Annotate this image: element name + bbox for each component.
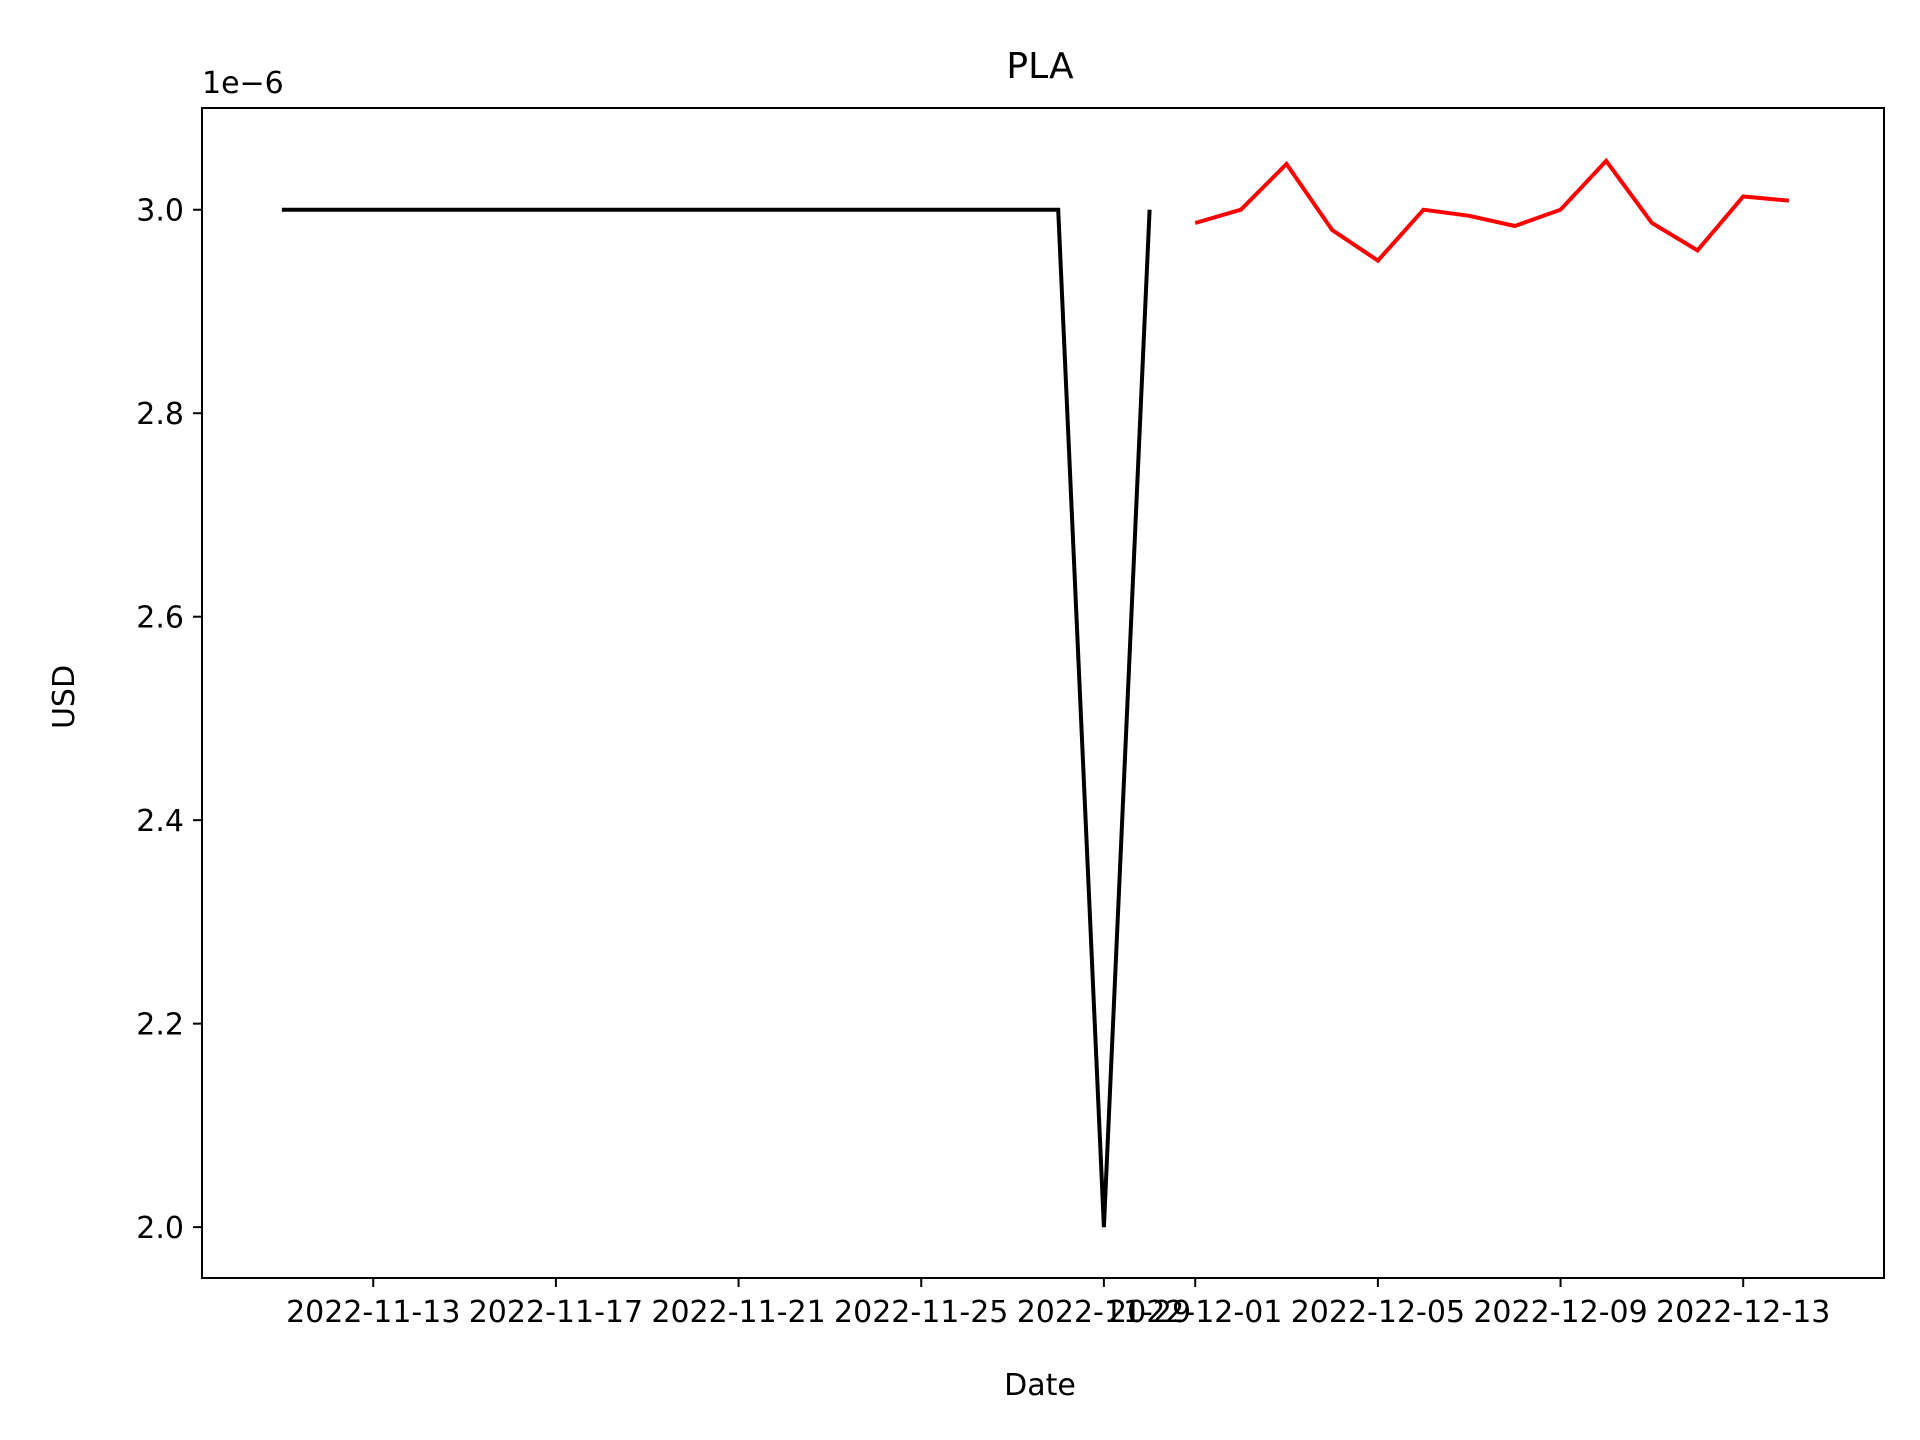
- y-axis-ticks: 2.0 2.2 2.4 2.6 2.8 3.0: [136, 194, 202, 1246]
- x-tick-label: 2022-12-13: [1656, 1295, 1830, 1330]
- y-tick-label: 3.0: [136, 194, 184, 229]
- y-offset-label: 1e−6: [202, 66, 284, 101]
- y-axis-label: USD: [47, 665, 82, 729]
- series-layer: [281, 157, 1790, 1228]
- x-tick-label: 2022-12-05: [1291, 1295, 1465, 1330]
- plot-frame: [201, 107, 1885, 1279]
- x-tick-label: 2022-11-21: [651, 1295, 825, 1330]
- y-tick-label: 2.6: [136, 601, 184, 636]
- x-tick-label: 2022-11-17: [469, 1295, 643, 1330]
- x-tick-label: 2022-11-29: [1017, 1295, 1191, 1330]
- y-tick-label: 2.4: [136, 804, 184, 839]
- x-tick-label: 2022-11-13: [286, 1295, 460, 1330]
- series-line-1: [281, 207, 1152, 1228]
- x-tick-label: 2022-11-25: [834, 1295, 1008, 1330]
- x-tick-label: 2022-12-09: [1473, 1295, 1647, 1330]
- y-tick-label: 2.2: [136, 1008, 184, 1043]
- x-axis-label: Date: [1004, 1368, 1076, 1403]
- chart-title: PLA: [1006, 46, 1074, 87]
- y-tick-label: 2.8: [136, 397, 184, 432]
- y-tick-label: 2.0: [136, 1211, 184, 1246]
- series-line-2: [1194, 157, 1790, 264]
- x-tick-label: 2022-12-01: [1108, 1295, 1282, 1330]
- x-axis-ticks: 2022-11-13 2022-11-17 2022-11-21 2022-11-25…: [286, 1278, 1830, 1330]
